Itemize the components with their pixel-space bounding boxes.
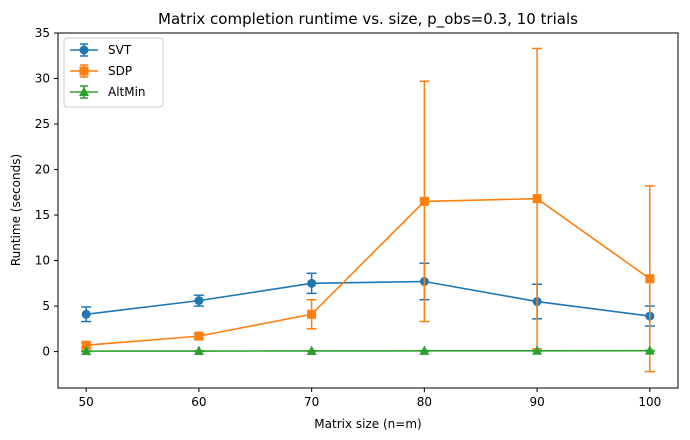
svt-point	[307, 278, 317, 288]
chart-title: Matrix completion runtime vs. size, p_ob…	[158, 10, 578, 29]
sdp-point	[81, 340, 91, 350]
sdp-point	[645, 274, 655, 284]
x-tick-label: 50	[79, 395, 94, 409]
legend-box	[63, 37, 164, 108]
y-axis: 0 5 10 15 20 25 30 35	[35, 26, 58, 359]
legend-item-svt: SVT	[70, 43, 132, 57]
sdp-point	[532, 194, 542, 204]
series-layer	[81, 47, 655, 373]
altmin-point	[532, 345, 543, 355]
x-tick-label: 100	[638, 395, 661, 409]
svt-line	[86, 280, 650, 317]
series-sdp	[81, 47, 655, 373]
legend-marker	[79, 45, 89, 55]
y-tick-label: 5	[42, 299, 50, 313]
svt-point	[194, 296, 204, 306]
legend: SVT SDP AltMin	[63, 37, 164, 108]
altmin-point	[644, 345, 655, 355]
plot-area-frame	[57, 32, 679, 389]
x-tick-label: 90	[529, 395, 544, 409]
y-tick-label: 35	[35, 26, 50, 40]
series-svt	[81, 262, 655, 327]
x-axis-label: Matrix size (n=m)	[314, 417, 421, 431]
y-tick-label: 20	[35, 163, 50, 177]
legend-label: SVT	[108, 43, 132, 57]
sdp-point	[307, 309, 317, 319]
altmin-point	[193, 345, 204, 356]
series-altmin	[81, 345, 655, 356]
svt-point	[81, 309, 91, 319]
y-tick-label: 15	[35, 208, 50, 222]
y-tick-label: 0	[42, 345, 50, 359]
y-tick-label: 25	[35, 117, 50, 131]
altmin-point	[306, 345, 317, 355]
legend-label: AltMin	[108, 85, 146, 99]
altmin-point	[81, 345, 92, 356]
legend-marker	[79, 86, 89, 96]
legend-item-sdp: SDP	[70, 64, 132, 78]
x-tick-label: 70	[304, 395, 319, 409]
sdp-line	[86, 197, 651, 347]
y-tick-label: 10	[35, 254, 50, 268]
sdp-point	[419, 196, 429, 206]
sdp-point	[194, 331, 204, 341]
legend-item-altmin: AltMin	[70, 85, 146, 99]
x-tick-label: 60	[191, 395, 206, 409]
y-axis-label: Runtime (seconds)	[9, 154, 23, 266]
y-tick-label: 30	[35, 72, 50, 86]
x-tick-label: 80	[417, 395, 432, 409]
legend-label: SDP	[108, 64, 132, 78]
legend-marker	[79, 66, 89, 76]
x-axis: 50 60 70 80 90 100	[79, 388, 661, 409]
altmin-point	[419, 345, 430, 355]
